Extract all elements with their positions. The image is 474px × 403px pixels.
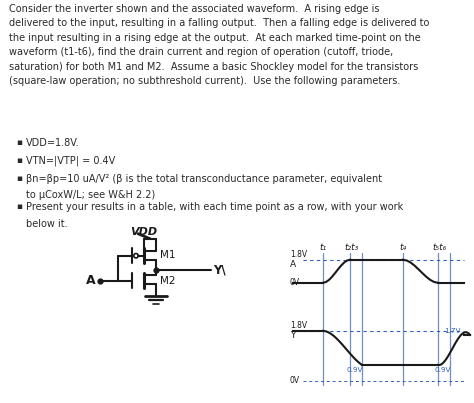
Text: VDD: VDD <box>130 226 157 237</box>
Text: ▪: ▪ <box>17 202 22 212</box>
Text: below it.: below it. <box>26 219 67 229</box>
Text: A: A <box>86 274 96 287</box>
Text: t₁: t₁ <box>319 243 327 252</box>
Text: 0.9V: 0.9V <box>347 367 363 373</box>
Text: A: A <box>290 260 296 269</box>
Text: Y\: Y\ <box>213 263 226 276</box>
Text: VTN=|VTP| = 0.4V: VTN=|VTP| = 0.4V <box>26 156 115 166</box>
Text: 0V: 0V <box>290 376 300 385</box>
Text: t₅t₆: t₅t₆ <box>433 243 447 252</box>
Text: 0.9V: 0.9V <box>435 367 451 373</box>
Text: M2: M2 <box>160 276 175 286</box>
Text: ▪: ▪ <box>17 138 22 147</box>
Text: 1.7V: 1.7V <box>445 328 461 334</box>
Text: VDD=1.8V.: VDD=1.8V. <box>26 138 79 148</box>
Text: Present your results in a table, with each time point as a row, with your work: Present your results in a table, with ea… <box>26 202 403 212</box>
Text: βn=βp=10 uA/V² (β is the total transconductance parameter, equivalent: βn=βp=10 uA/V² (β is the total transcond… <box>26 174 382 184</box>
Text: 1.8V: 1.8V <box>290 250 307 259</box>
Text: ▪: ▪ <box>17 156 22 165</box>
Text: t₂t₃: t₂t₃ <box>345 243 359 252</box>
Text: t₄: t₄ <box>400 243 407 252</box>
Text: 0V: 0V <box>290 278 300 287</box>
Text: M1: M1 <box>160 250 175 260</box>
Text: Consider the inverter shown and the associated waveform.  A rising edge is
deliv: Consider the inverter shown and the asso… <box>9 4 430 86</box>
Text: ▪: ▪ <box>17 174 22 183</box>
Text: to μCoxW/L; see W&H 2.2): to μCoxW/L; see W&H 2.2) <box>26 190 155 200</box>
Text: 1.8V: 1.8V <box>290 321 307 330</box>
Text: Y: Y <box>290 331 295 341</box>
